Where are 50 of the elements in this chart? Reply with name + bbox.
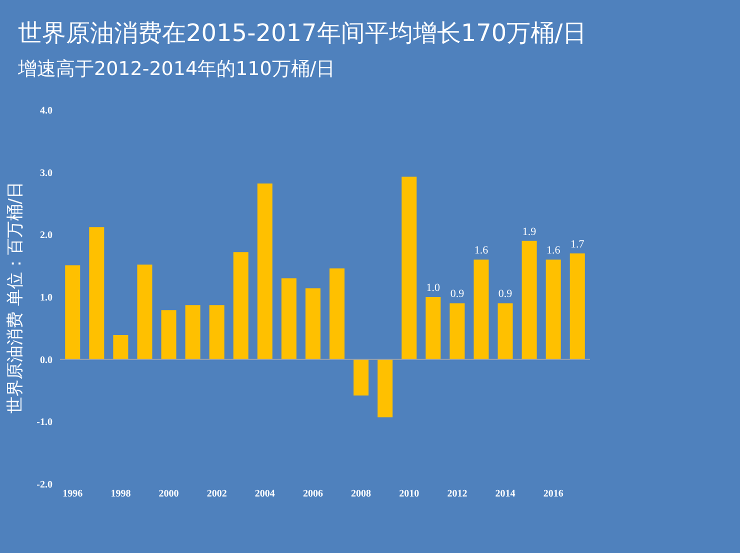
x-tick-label: 2000: [158, 488, 179, 500]
bar: [233, 252, 248, 360]
x-tick-label: 1998: [110, 488, 131, 500]
bar: [113, 335, 128, 360]
x-tick-label: 2010: [399, 488, 420, 500]
bar: [185, 305, 200, 360]
y-tick-label: 2.0: [40, 230, 52, 242]
data-label: 1.6: [546, 244, 561, 257]
bar: [137, 264, 152, 360]
bar: [402, 176, 417, 360]
y-tick-label: -1.0: [36, 417, 52, 428]
bar: [546, 260, 561, 360]
x-tick-label: 2012: [447, 488, 468, 500]
bar: [474, 260, 489, 360]
bar: [570, 253, 585, 360]
bar: [89, 227, 104, 360]
x-tick-label: 2004: [254, 488, 275, 500]
chart-subtitle: 增速高于2012-2014年的110万桶/日: [17, 58, 336, 80]
x-tick-label: 2006: [302, 488, 323, 500]
x-tick-label: 2014: [495, 488, 516, 500]
chart-title: 世界原油消费在2015-2017年间平均增长170万桶/日: [18, 19, 587, 47]
y-tick-label: -2.0: [36, 480, 52, 490]
bar: [450, 303, 465, 360]
y-tick-label: 0.0: [40, 354, 52, 366]
data-label: 0.9: [498, 288, 513, 300]
x-tick-label: 2002: [206, 488, 227, 500]
bar: [498, 303, 513, 360]
data-label: 1.7: [570, 238, 585, 250]
bar: [378, 359, 393, 418]
bar: [257, 184, 272, 360]
bar: [305, 288, 320, 360]
bar: [65, 265, 80, 360]
bar: [522, 240, 537, 360]
data-label: 1.0: [426, 282, 441, 294]
x-tick-label: 1996: [62, 488, 83, 500]
y-axis-title: 世界原油消费 单位：百万桶/日: [6, 181, 26, 414]
data-label: 1.9: [522, 226, 537, 238]
y-tick-label: 3.0: [40, 168, 52, 179]
y-tick-label: 1.0: [40, 292, 52, 304]
bar: [209, 305, 224, 360]
bar: [161, 310, 176, 360]
x-tick-label: 2016: [543, 488, 564, 500]
bar: [354, 359, 369, 396]
data-label: 1.6: [474, 244, 489, 257]
x-tick-label: 2008: [351, 488, 372, 500]
data-label: 0.9: [450, 288, 465, 300]
bar: [426, 297, 441, 360]
y-tick-label: 4.0: [40, 106, 52, 116]
bar: [281, 278, 296, 360]
bar: [330, 268, 345, 360]
